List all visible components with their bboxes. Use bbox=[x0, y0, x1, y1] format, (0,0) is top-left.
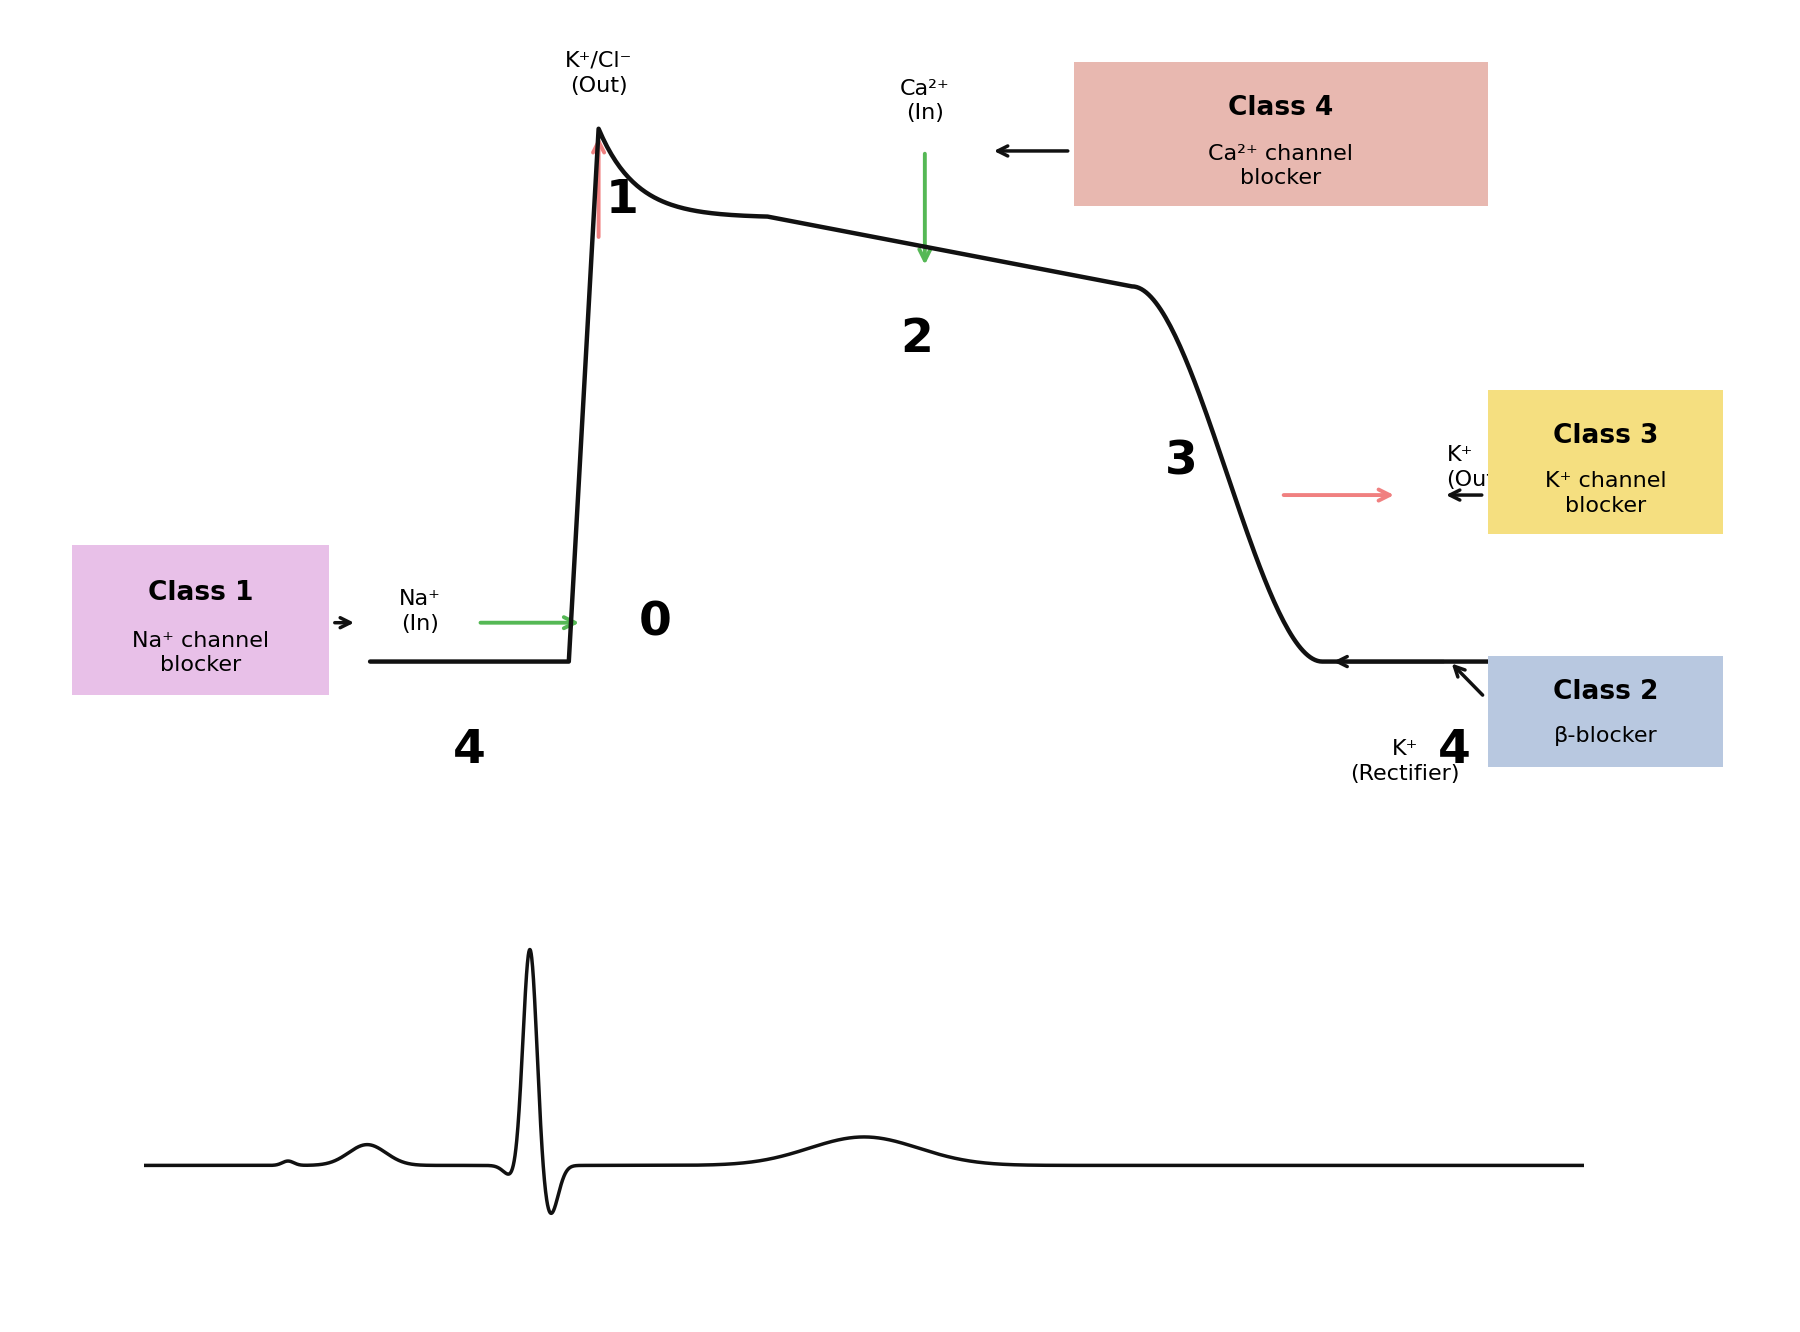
Text: Class 1: Class 1 bbox=[148, 579, 254, 606]
Text: K⁺
(Out): K⁺ (Out) bbox=[1447, 445, 1505, 490]
Text: K⁺
(Rectifier): K⁺ (Rectifier) bbox=[1350, 739, 1460, 785]
Text: 3: 3 bbox=[1165, 440, 1197, 485]
Text: 2: 2 bbox=[900, 317, 932, 362]
Text: Na⁺ channel
blocker: Na⁺ channel blocker bbox=[131, 630, 268, 675]
FancyBboxPatch shape bbox=[1489, 389, 1723, 534]
FancyBboxPatch shape bbox=[1075, 63, 1489, 206]
Text: Class 4: Class 4 bbox=[1228, 96, 1334, 121]
Text: K⁺/Cl⁻
(Out): K⁺/Cl⁻ (Out) bbox=[565, 51, 632, 96]
Text: β-blocker: β-blocker bbox=[1553, 726, 1658, 746]
Text: K⁺ channel
blocker: K⁺ channel blocker bbox=[1544, 472, 1667, 515]
Text: 4: 4 bbox=[1438, 727, 1471, 773]
Text: Class 2: Class 2 bbox=[1553, 678, 1658, 705]
Text: 0: 0 bbox=[639, 601, 671, 645]
Text: 4: 4 bbox=[454, 727, 486, 773]
Text: Ca²⁺ channel
blocker: Ca²⁺ channel blocker bbox=[1208, 144, 1354, 188]
FancyBboxPatch shape bbox=[72, 545, 329, 695]
FancyBboxPatch shape bbox=[1489, 657, 1723, 767]
Text: Ca²⁺
(In): Ca²⁺ (In) bbox=[900, 79, 950, 124]
Text: 1: 1 bbox=[605, 178, 639, 224]
Text: Na⁺
(In): Na⁺ (In) bbox=[400, 589, 441, 634]
Text: Class 3: Class 3 bbox=[1553, 422, 1658, 449]
